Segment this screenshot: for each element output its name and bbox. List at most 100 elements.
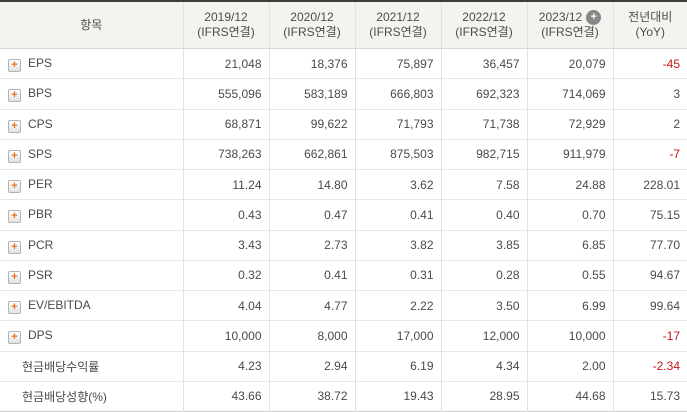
yoy-value-cell: 228.01 (612, 168, 687, 200)
value-cell: 0.32 (182, 259, 269, 291)
value-cell: 18,376 (268, 48, 355, 79)
row-label-cell: + PER (0, 168, 183, 200)
value-cell: 68,871 (182, 108, 269, 140)
value-cell: 982,715 (440, 138, 527, 170)
value-cell: 6.85 (526, 229, 613, 261)
value-cell: 28.95 (440, 380, 527, 412)
expand-row-icon[interactable]: + (8, 119, 21, 133)
yoy-value-cell: 3 (612, 78, 687, 109)
yoy-value-cell: -45 (612, 48, 687, 79)
row-label: SPS (28, 146, 53, 161)
row-label-cell: + PBR (0, 199, 183, 230)
value-cell: 738,263 (182, 138, 269, 170)
value-cell: 3.82 (354, 229, 441, 261)
row-label: EV/EBITDA (28, 297, 91, 312)
yoy-value-cell: 2 (612, 108, 687, 140)
row-label: PBR (28, 207, 53, 222)
value-cell: 2.73 (268, 229, 355, 261)
yoy-value-cell: 75.15 (612, 199, 687, 230)
add-column-icon[interactable]: + (586, 10, 602, 25)
yoy-value-cell: -17 (612, 320, 687, 351)
value-cell: 24.88 (526, 168, 613, 200)
expand-row-icon[interactable]: + (8, 270, 21, 284)
value-cell: 21,048 (182, 48, 269, 79)
value-cell: 71,793 (354, 108, 441, 140)
column-standard: (IFRS연결) (541, 25, 599, 39)
table-row: 현금배당수익률 4.23 2.94 6.19 4.34 2.00 -2.34 (0, 350, 687, 382)
column-header-item: 항목 (0, 1, 183, 49)
value-cell: 555,096 (182, 78, 269, 109)
yoy-label: 전년대비 (628, 10, 673, 24)
row-label: DPS (28, 328, 53, 343)
column-year: 2019/12 (204, 10, 248, 24)
value-cell: 14.80 (268, 168, 355, 200)
yoy-value-cell: 77.70 (612, 229, 687, 261)
value-cell: 17,000 (354, 320, 441, 351)
row-label: 현금배당수익률 (22, 359, 100, 374)
expand-row-icon[interactable]: + (8, 331, 21, 345)
table-row: + PSR 0.32 0.41 0.31 0.28 0.55 94.67 (0, 259, 687, 291)
value-cell: 20,079 (526, 48, 613, 79)
row-label-cell: + SPS (0, 138, 183, 170)
row-label-cell: + DPS (0, 320, 183, 351)
row-label-cell: + EV/EBITDA (0, 289, 183, 321)
value-cell: 666,803 (354, 78, 441, 109)
row-label: PSR (28, 267, 53, 282)
row-label-cell: + PCR (0, 229, 183, 261)
row-label: CPS (28, 116, 53, 131)
value-cell: 0.28 (440, 259, 527, 291)
value-cell: 7.58 (440, 168, 527, 200)
value-cell: 4.04 (182, 289, 269, 321)
yoy-sublabel: (YoY) (635, 25, 666, 39)
table-row: 현금배당성향(%) 43.66 38.72 19.43 28.95 44.68 … (0, 380, 687, 412)
value-cell: 44.68 (526, 380, 613, 412)
column-header-2019: 2019/12 (IFRS연결) (182, 1, 269, 49)
expand-row-icon[interactable]: + (8, 240, 21, 254)
row-label-cell: 현금배당성향(%) (0, 380, 183, 412)
value-cell: 4.34 (440, 350, 527, 382)
column-header-2023: 2023/12 + (IFRS연결) (526, 1, 613, 49)
row-label: EPS (28, 55, 53, 70)
value-cell: 2.22 (354, 289, 441, 321)
value-cell: 0.43 (182, 199, 269, 230)
value-cell: 4.77 (268, 289, 355, 321)
row-label-cell: + PSR (0, 259, 183, 291)
value-cell: 0.41 (268, 259, 355, 291)
table-row: + EPS 21,048 18,376 75,897 36,457 20,079 … (0, 48, 687, 79)
yoy-value-cell: 15.73 (612, 380, 687, 412)
expand-row-icon[interactable]: + (8, 149, 21, 163)
value-cell: 43.66 (182, 380, 269, 412)
value-cell: 6.99 (526, 289, 613, 321)
value-cell: 3.50 (440, 289, 527, 321)
table-row: + PER 11.24 14.80 3.62 7.58 24.88 228.01 (0, 168, 687, 200)
table-row: + PBR 0.43 0.47 0.41 0.40 0.70 75.15 (0, 199, 687, 230)
column-standard: (IFRS연결) (197, 25, 255, 39)
row-label-cell: + EPS (0, 49, 183, 79)
value-cell: 8,000 (268, 320, 355, 351)
yoy-value-cell: -7 (612, 138, 687, 170)
value-cell: 0.70 (526, 199, 613, 230)
expand-row-icon[interactable]: + (8, 59, 21, 73)
row-label-cell: + BPS (0, 78, 183, 109)
value-cell: 2.94 (268, 350, 355, 382)
expand-row-icon[interactable]: + (8, 89, 21, 103)
expand-row-icon[interactable]: + (8, 180, 21, 194)
column-header-2021: 2021/12 (IFRS연결) (354, 1, 441, 49)
value-cell: 2.00 (526, 350, 613, 382)
column-standard: (IFRS연결) (455, 25, 513, 39)
value-cell: 714,069 (526, 78, 613, 109)
value-cell: 72,929 (526, 108, 613, 140)
expand-row-icon[interactable]: + (8, 210, 21, 224)
column-header-yoy: 전년대비 (YoY) (612, 1, 687, 49)
value-cell: 583,189 (268, 78, 355, 109)
value-cell: 0.47 (268, 199, 355, 230)
value-cell: 75,897 (354, 48, 441, 79)
value-cell: 99,622 (268, 108, 355, 140)
column-year: 2023/12 (538, 10, 583, 24)
value-cell: 0.40 (440, 199, 527, 230)
expand-row-icon[interactable]: + (8, 301, 21, 315)
value-cell: 10,000 (182, 320, 269, 351)
table-header: 항목 2019/12 (IFRS연결) 2020/12 (IFRS연결) 202… (0, 1, 687, 49)
value-cell: 875,503 (354, 138, 441, 170)
value-cell: 662,861 (268, 138, 355, 170)
